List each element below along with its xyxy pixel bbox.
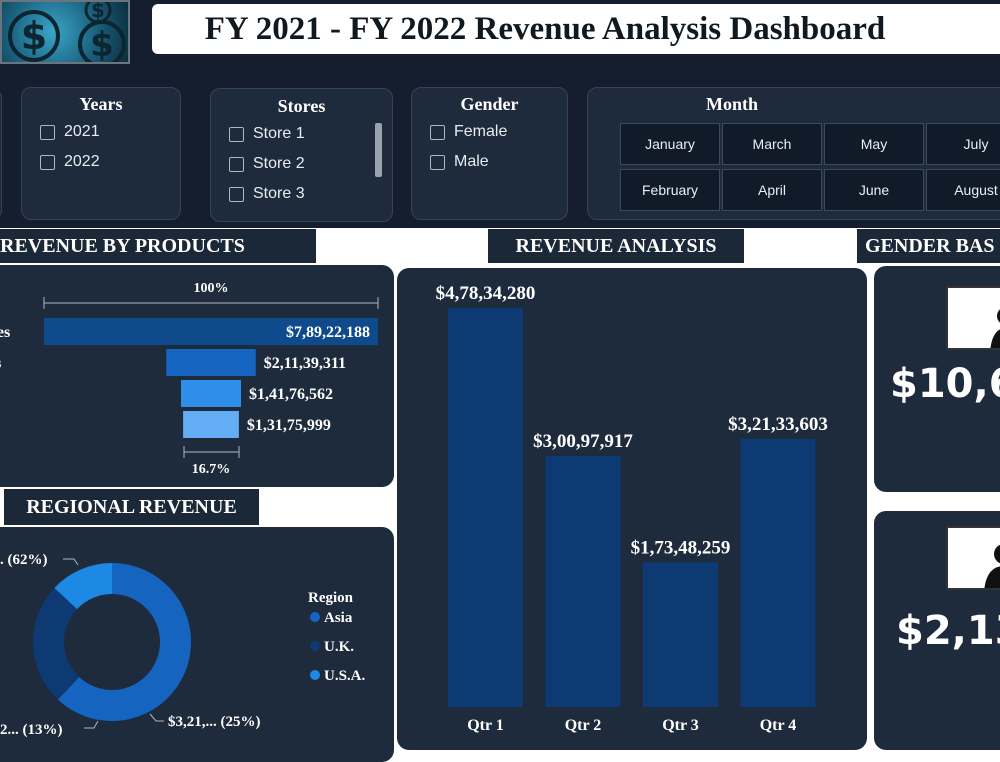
donut-slice[interactable] [33,587,80,700]
quarter-value-label: $4,78,34,280 [436,283,536,304]
month-button-march[interactable]: March [722,123,822,165]
legend-title: Region [308,590,354,606]
dollar-coins-icon: $ $ $ [0,0,130,64]
quarter-bar[interactable] [740,438,816,707]
month-button-may[interactable]: May [824,123,924,165]
gender-option-female[interactable]: Female [430,117,567,147]
checkbox-icon[interactable] [229,126,244,142]
regional-panel: . (62%) $3,21,... (25%) 2... (13%) Regio… [0,527,394,762]
female-avatar [946,286,1000,350]
funnel-value-label: $1,41,76,562 [249,386,333,403]
products-funnel-chart: 100% $7,89,22,188 nes $2,11,39,311 es $1,41,… [0,281,379,477]
funnel-bar[interactable] [181,380,241,407]
quarter-value-label: $1,73,48,259 [631,537,731,558]
asia-slice-label: . (62%) [0,552,48,568]
female-kpi-panel: $10,60 [874,266,1000,492]
legend-marker [310,670,320,680]
month-slicer: Month January March May July February Ap… [587,87,1000,220]
store-option-2[interactable]: Store 2 [229,149,392,179]
stores-title: Stores [277,96,326,116]
legend-marker [310,612,320,622]
male-avatar [946,526,1000,590]
month-button-january[interactable]: January [620,123,720,165]
dashboard-title: FY 2021 - FY 2022 Revenue Analysis Dashb… [204,10,886,47]
top-pct-label: 100% [194,281,229,296]
regional-donut-chart: . (62%) $3,21,... (25%) 2... (13%) Regio… [0,552,366,738]
person-silhouette-icon [990,309,1000,348]
gender-slicer: Gender Female Male [411,87,568,220]
quarter-bar[interactable] [545,455,621,707]
month-button-february[interactable]: February [620,169,720,211]
usa-slice-label: 2... (13%) [0,722,63,738]
years-title: Years [79,94,123,114]
month-button-june[interactable]: June [824,169,924,211]
funnel-bar[interactable] [44,318,378,345]
store-option-1[interactable]: Store 1 [229,119,392,149]
years-slicer: Years 2021 2022 [21,87,181,220]
month-button-august[interactable]: August [926,169,1000,211]
usa-leader-line [84,720,99,729]
male-kpi-panel: $2,13, [874,511,1000,750]
legend-marker [310,641,320,651]
checkbox-icon[interactable] [229,186,244,202]
quarter-axis-label: Qtr 1 [467,717,504,734]
funnel-value-label: $2,11,39,311 [264,355,346,372]
stores-scrollbar[interactable] [375,123,382,177]
svg-text:$: $ [91,2,105,22]
stores-slicer: Stores Store 1 Store 2 Store 3 [210,88,393,222]
male-revenue-value: $2,13, [896,608,1000,654]
products-header: REVENUE BY PRODUCTS [0,229,316,263]
female-revenue-value: $10,60 [890,361,1000,407]
funnel-value-label: $7,89,22,188 [286,324,370,341]
asia-leader-line [63,558,79,566]
quarter-value-label: $3,21,33,603 [728,414,828,435]
quarterly-revenue-chart: $4,78,34,280 Qtr 1 $3,00,97,917 Qtr 2 $1,73,… [436,283,828,734]
month-title: Month [705,94,758,114]
quarter-axis-label: Qtr 3 [662,717,699,734]
year-option-2022[interactable]: 2022 [40,147,180,177]
quarter-bar[interactable] [448,308,523,707]
gender-header: GENDER BAS [857,229,1000,263]
gender-option-male[interactable]: Male [430,147,567,177]
svg-text:$: $ [21,14,47,58]
checkbox-icon[interactable] [430,124,445,140]
products-panel: 100% $7,89,22,188 nes $2,11,39,311 es $1,41,… [0,265,394,487]
donut-slice[interactable] [57,563,191,721]
uk-slice-label: $3,21,... (25%) [168,714,261,730]
donut-slice[interactable] [54,563,112,610]
legend-label: U.S.A. [324,668,366,684]
checkbox-icon[interactable] [40,154,55,170]
uk-leader-line [149,713,164,722]
person-silhouette-icon [984,544,1000,588]
revenue-analysis-panel: $4,78,34,280 Qtr 1 $3,00,97,917 Qtr 2 $1,73,… [397,268,867,750]
dashboard-title-box: FY 2021 - FY 2022 Revenue Analysis Dashb… [152,4,1000,54]
funnel-bar[interactable] [183,411,239,438]
svg-text:$: $ [90,25,114,64]
bottom-pct-label: 16.7% [192,462,231,477]
funnel-category-label: es [0,355,1,372]
legend-label: Asia [324,610,353,626]
checkbox-icon[interactable] [40,124,55,140]
year-option-2021[interactable]: 2021 [40,117,180,147]
analysis-header: REVENUE ANALYSIS [488,229,744,263]
quarter-value-label: $3,00,97,917 [533,431,633,452]
funnel-bar[interactable] [166,349,256,376]
gender-title: Gender [460,94,519,114]
month-button-april[interactable]: April [722,169,822,211]
checkbox-icon[interactable] [229,156,244,172]
partial-slicer [0,88,2,220]
quarter-bar[interactable] [643,562,718,707]
funnel-category-label: nes [0,324,10,341]
legend-label: U.K. [324,639,354,655]
quarter-axis-label: Qtr 2 [565,717,602,734]
regional-header: REGIONAL REVENUE [4,489,259,525]
store-option-3[interactable]: Store 3 [229,179,392,209]
quarter-axis-label: Qtr 4 [760,717,797,734]
month-button-july[interactable]: July [926,123,1000,165]
checkbox-icon[interactable] [430,154,445,170]
funnel-value-label: $1,31,75,999 [247,417,331,434]
